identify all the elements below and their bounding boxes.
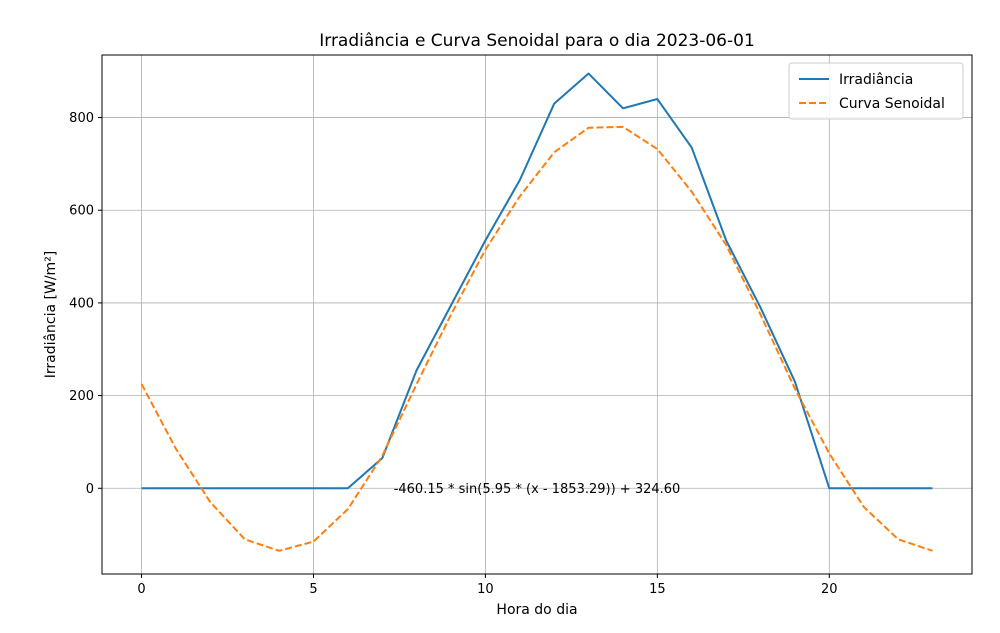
y-tick-label: 800 — [69, 111, 94, 126]
series-layer — [140, 72, 933, 552]
x-axis-label: Hora do dia — [496, 602, 577, 618]
plot-frame — [101, 54, 973, 575]
x-tick-label: 5 — [309, 582, 317, 597]
x-tick-label: 20 — [821, 582, 838, 597]
y-axis-label: Irradiância [W/m²] — [43, 251, 59, 379]
legend-label: Curva Senoidal — [839, 96, 945, 112]
x-tick-label: 15 — [649, 582, 666, 597]
y-tick-label: 400 — [69, 296, 94, 311]
y-tick-label: 200 — [69, 389, 94, 404]
series-line-irradiancia — [141, 72, 933, 490]
x-tick-label: 10 — [477, 582, 494, 597]
legend-label: Irradiância — [839, 72, 913, 88]
chart-title: Irradiância e Curva Senoidal para o dia … — [319, 31, 755, 51]
y-tick-label: 600 — [69, 204, 94, 219]
series-line-curva-senoidal — [140, 125, 933, 552]
formula-annotation: -460.15 * sin(5.95 * (x - 1853.29)) + 32… — [394, 482, 681, 497]
legend-box — [788, 62, 964, 120]
y-tick-label: 0 — [86, 482, 94, 497]
legend: Irradiância Curva Senoidal — [788, 62, 964, 120]
x-tick-label: 0 — [137, 582, 145, 597]
